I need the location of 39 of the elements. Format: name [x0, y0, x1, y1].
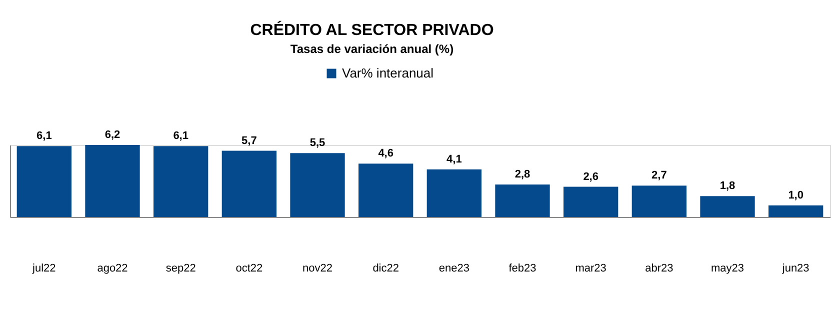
data-label: 2,6: [583, 170, 598, 183]
data-label: 1,0: [788, 189, 804, 202]
data-label: 5,5: [310, 137, 326, 150]
data-label: 5,7: [242, 134, 257, 147]
x-tick-label: abr23: [645, 262, 674, 274]
x-tick-label: jun23: [781, 262, 810, 274]
x-tick-label: sep22: [166, 262, 196, 274]
x-tick-label: oct22: [236, 262, 263, 274]
x-tick-label: feb23: [508, 262, 536, 274]
data-label: 4,1: [446, 153, 462, 166]
x-tick-label: jul22: [32, 262, 56, 274]
data-label: 6,1: [36, 130, 52, 142]
bar: [564, 186, 618, 217]
data-label: 4,6: [378, 148, 394, 160]
bar: [16, 146, 72, 217]
chart-subtitle: Tasas de variación anual (%): [290, 42, 454, 56]
bar: [426, 169, 482, 217]
bar: [700, 196, 755, 217]
x-tick-label: ago22: [97, 262, 128, 274]
data-label: 6,1: [173, 130, 188, 142]
bar: [85, 145, 140, 217]
bar: [358, 164, 414, 217]
bar: [495, 184, 550, 217]
x-tick-label: dic22: [372, 262, 399, 274]
bar: [290, 153, 345, 217]
x-tick-label: may23: [710, 262, 744, 274]
bar: [632, 186, 686, 217]
data-label: 2,8: [514, 168, 530, 180]
legend-label: Var% interanual: [342, 66, 434, 80]
data-label: 2,7: [652, 170, 667, 182]
chart-title: CRÉDITO AL SECTOR PRIVADO: [250, 20, 494, 39]
bar: [768, 205, 824, 217]
bar: [222, 150, 276, 217]
data-label: 1,8: [720, 180, 736, 192]
x-tick-label: ene23: [438, 262, 470, 274]
bar: [154, 146, 208, 217]
data-label: 6,2: [104, 129, 120, 141]
x-tick-label: nov22: [302, 262, 332, 274]
x-tick-label: mar23: [575, 262, 606, 274]
